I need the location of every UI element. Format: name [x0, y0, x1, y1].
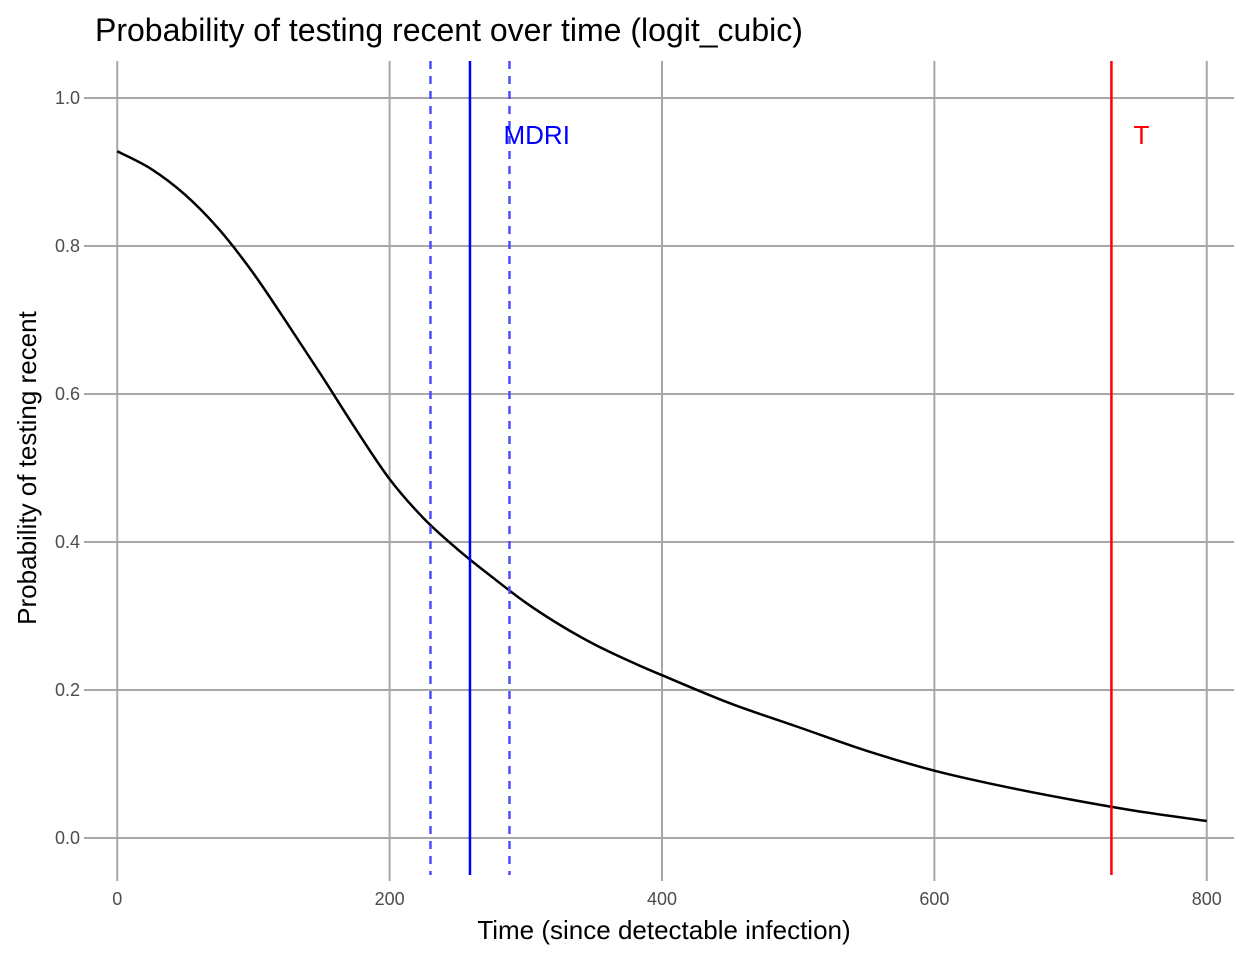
annotation-label: T [1133, 120, 1149, 150]
y-tick-label: 0.4 [55, 532, 80, 552]
y-tick-labels: 0.0 0.2 0.4 0.6 0.8 1.0 [55, 88, 80, 848]
annotations: MDRI T [503, 120, 1149, 150]
x-tick-label: 200 [375, 889, 405, 909]
chart-title: Probability of testing recent over time … [95, 12, 803, 48]
x-tick-label: 400 [647, 889, 677, 909]
x-tick-labels: 0 200 400 600 800 [112, 889, 1222, 909]
y-tick-label: 0.0 [55, 828, 80, 848]
series-line [116, 150, 1207, 823]
series-layer [116, 150, 1207, 823]
reference-lines [429, 61, 1113, 875]
x-axis-title: Time (since detectable infection) [477, 915, 850, 945]
x-tick-label: 800 [1192, 889, 1222, 909]
x-tick-label: 0 [112, 889, 122, 909]
x-tick-label: 600 [919, 889, 949, 909]
y-tick-label: 0.2 [55, 680, 80, 700]
annotation-label: MDRI [503, 120, 569, 150]
grid-layer [84, 61, 1234, 881]
y-tick-label: 0.6 [55, 384, 80, 404]
y-axis-title: Probability of testing recent [12, 310, 42, 624]
y-tick-label: 1.0 [55, 88, 80, 108]
y-tick-label: 0.8 [55, 236, 80, 256]
